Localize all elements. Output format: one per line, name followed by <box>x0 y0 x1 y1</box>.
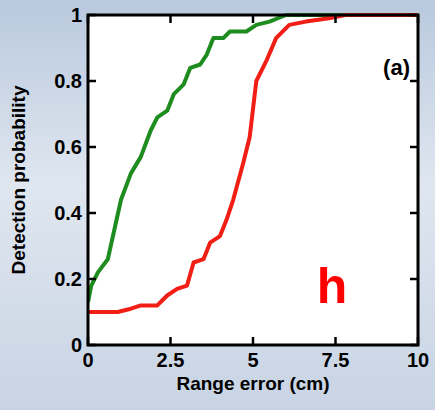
x-tick <box>169 15 172 23</box>
plot-area <box>88 15 418 345</box>
y-tick <box>410 14 418 17</box>
x-tick-label: 5 <box>247 349 258 371</box>
x-tick-label: 10 <box>407 349 429 371</box>
y-tick-label: 0.8 <box>54 70 82 92</box>
plot-frame <box>88 15 418 345</box>
page: {"chart_data": {"type": "line", "x_label… <box>0 0 435 410</box>
y-tick <box>410 146 418 149</box>
series-line <box>88 15 418 312</box>
y-tick-label: 0.2 <box>54 268 82 290</box>
y-tick <box>88 212 96 215</box>
annotation: h <box>317 258 348 314</box>
y-tick <box>410 80 418 83</box>
y-tick <box>88 80 96 83</box>
y-tick <box>88 344 96 347</box>
series-group <box>88 15 418 312</box>
y-tick-label: 0.4 <box>54 202 83 224</box>
x-tick-label: 2.5 <box>157 349 185 371</box>
y-tick <box>88 146 96 149</box>
x-tick <box>334 337 337 345</box>
y-tick <box>88 278 96 281</box>
x-axis-title: Range error (cm) <box>176 373 329 394</box>
y-tick <box>410 278 418 281</box>
annotation: (a) <box>383 55 410 80</box>
x-tick <box>252 15 255 23</box>
x-tick <box>169 337 172 345</box>
y-axis-title: Detection probability <box>8 85 29 274</box>
y-tick <box>410 344 418 347</box>
series-line <box>88 15 418 302</box>
y-tick-label: 0 <box>71 334 82 356</box>
x-tick <box>252 337 255 345</box>
y-tick-label: 0.6 <box>54 136 82 158</box>
y-tick <box>410 212 418 215</box>
x-tick <box>334 15 337 23</box>
y-tick-label: 1 <box>71 4 82 26</box>
x-tick-label: 0 <box>82 349 93 371</box>
y-tick <box>88 14 96 17</box>
chart: 0 2.5 5 7.5 10 0 0.2 0.4 0.6 0.8 1 Range error (cm)… <box>0 0 435 410</box>
x-tick-label: 7.5 <box>322 349 350 371</box>
